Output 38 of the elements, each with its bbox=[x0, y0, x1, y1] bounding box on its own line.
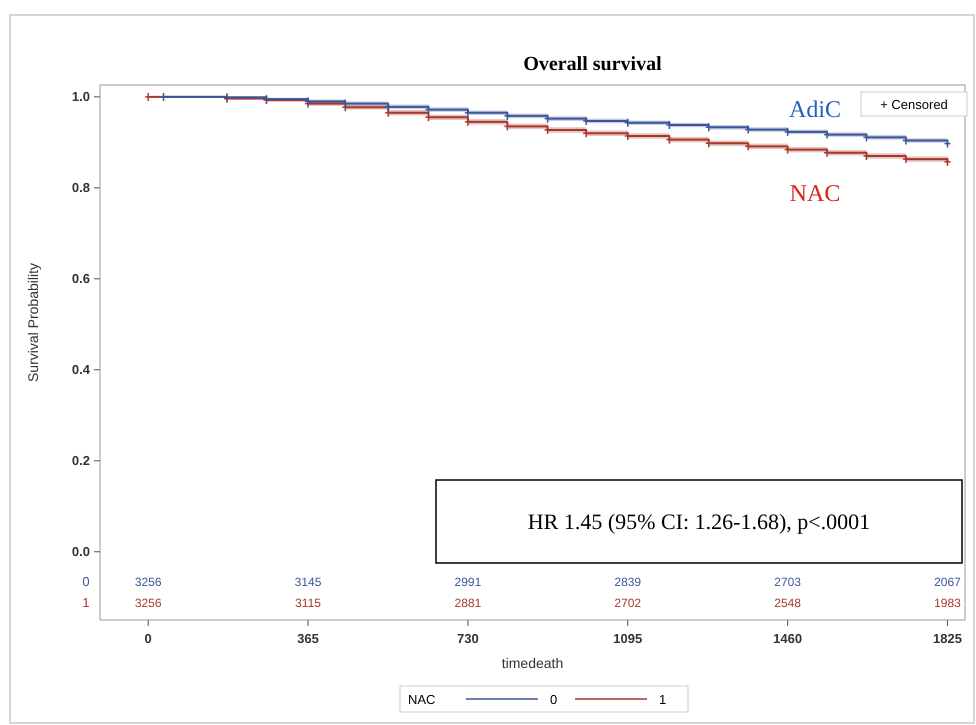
text: 0 bbox=[550, 692, 558, 707]
annotation: 2548 bbox=[774, 596, 802, 610]
text: 1 bbox=[659, 692, 666, 707]
y-tick-label: 1.0 bbox=[72, 88, 90, 104]
text-box: HR 1.45 (95% CI: 1.26-1.68), p<.0001 bbox=[435, 479, 963, 564]
annotation: 2839 bbox=[614, 575, 642, 589]
annotation: 1983 bbox=[934, 596, 962, 610]
x-tick-label: 0 bbox=[144, 631, 152, 646]
y-tick-label: 0.4 bbox=[72, 362, 91, 377]
y-axis-title: Survival Probability bbox=[25, 262, 41, 382]
annotation: 2881 bbox=[454, 596, 482, 610]
text-box: + Censored bbox=[860, 92, 968, 116]
x-tick-label: 730 bbox=[457, 631, 479, 646]
legend-title: NAC bbox=[408, 692, 436, 707]
chart-title: Overall survival bbox=[523, 53, 662, 75]
annotation: 2702 bbox=[614, 596, 642, 610]
x-tick-label: 365 bbox=[297, 631, 319, 646]
annotation: 2703 bbox=[774, 575, 802, 589]
y-tick-label: 0.6 bbox=[72, 270, 90, 286]
y-tick-label: 0.8 bbox=[72, 180, 90, 195]
annotation: 3145 bbox=[294, 575, 322, 589]
annotation: 2067 bbox=[934, 575, 962, 589]
annotation: HR 1.45 (95% CI: 1.26-1.68), p<.0001 bbox=[528, 509, 870, 534]
annotation: 3115 bbox=[295, 596, 322, 610]
x-tick-label: 1460 bbox=[773, 631, 802, 646]
text: 1 bbox=[82, 595, 90, 610]
annotation: AdiC bbox=[788, 97, 842, 123]
x-axis-title: timedeath bbox=[502, 655, 564, 671]
annotation: + Censored bbox=[880, 97, 948, 112]
annotation: 3256 bbox=[134, 575, 162, 589]
annotation: 3256 bbox=[134, 596, 162, 610]
annotation: NAC bbox=[790, 181, 840, 207]
x-tick-label: 1095 bbox=[613, 631, 642, 646]
text: 0 bbox=[82, 574, 90, 589]
annotation: 2991 bbox=[454, 575, 482, 589]
y-tick-label: 0.2 bbox=[72, 452, 90, 468]
y-tick-label: 0.0 bbox=[72, 544, 90, 559]
x-tick-label: 1825 bbox=[933, 631, 962, 646]
